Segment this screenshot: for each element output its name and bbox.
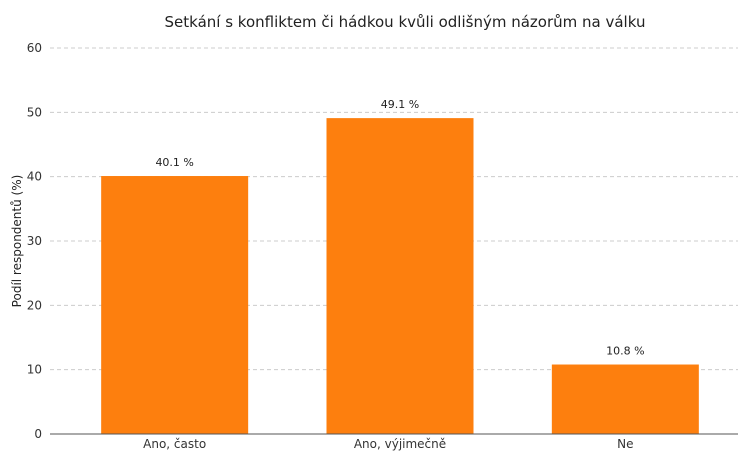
x-axis-ticks: Ano, často Ano, výjimečně Ne xyxy=(143,437,633,451)
y-tick-label: 0 xyxy=(34,427,42,441)
y-tick-label: 50 xyxy=(27,105,42,119)
bar-value-label: 49.1 % xyxy=(381,98,419,111)
bar xyxy=(101,176,249,435)
x-tick-label: Ne xyxy=(617,437,633,451)
y-tick-label: 20 xyxy=(27,298,42,312)
bar-value-label: 10.8 % xyxy=(606,345,644,358)
bar xyxy=(326,118,474,434)
y-tick-label: 60 xyxy=(27,41,42,55)
y-tick-label: 10 xyxy=(27,363,42,377)
x-tick-label: Ano, často xyxy=(143,437,206,451)
y-tick-label: 40 xyxy=(27,170,42,184)
bar-value-label: 40.1 % xyxy=(155,156,193,169)
x-tick-label: Ano, výjimečně xyxy=(354,437,446,451)
chart-title: Setkání s konfliktem či hádkou kvůli odl… xyxy=(165,13,646,31)
y-tick-label: 30 xyxy=(27,234,42,248)
y-axis-ticks: 0 10 20 30 40 50 60 xyxy=(27,41,42,441)
y-axis-label: Podíl respondentů (%) xyxy=(10,175,24,308)
data-labels: 40.1 % 49.1 % 10.8 % xyxy=(155,98,644,357)
bar xyxy=(551,364,699,434)
bars xyxy=(101,118,699,435)
